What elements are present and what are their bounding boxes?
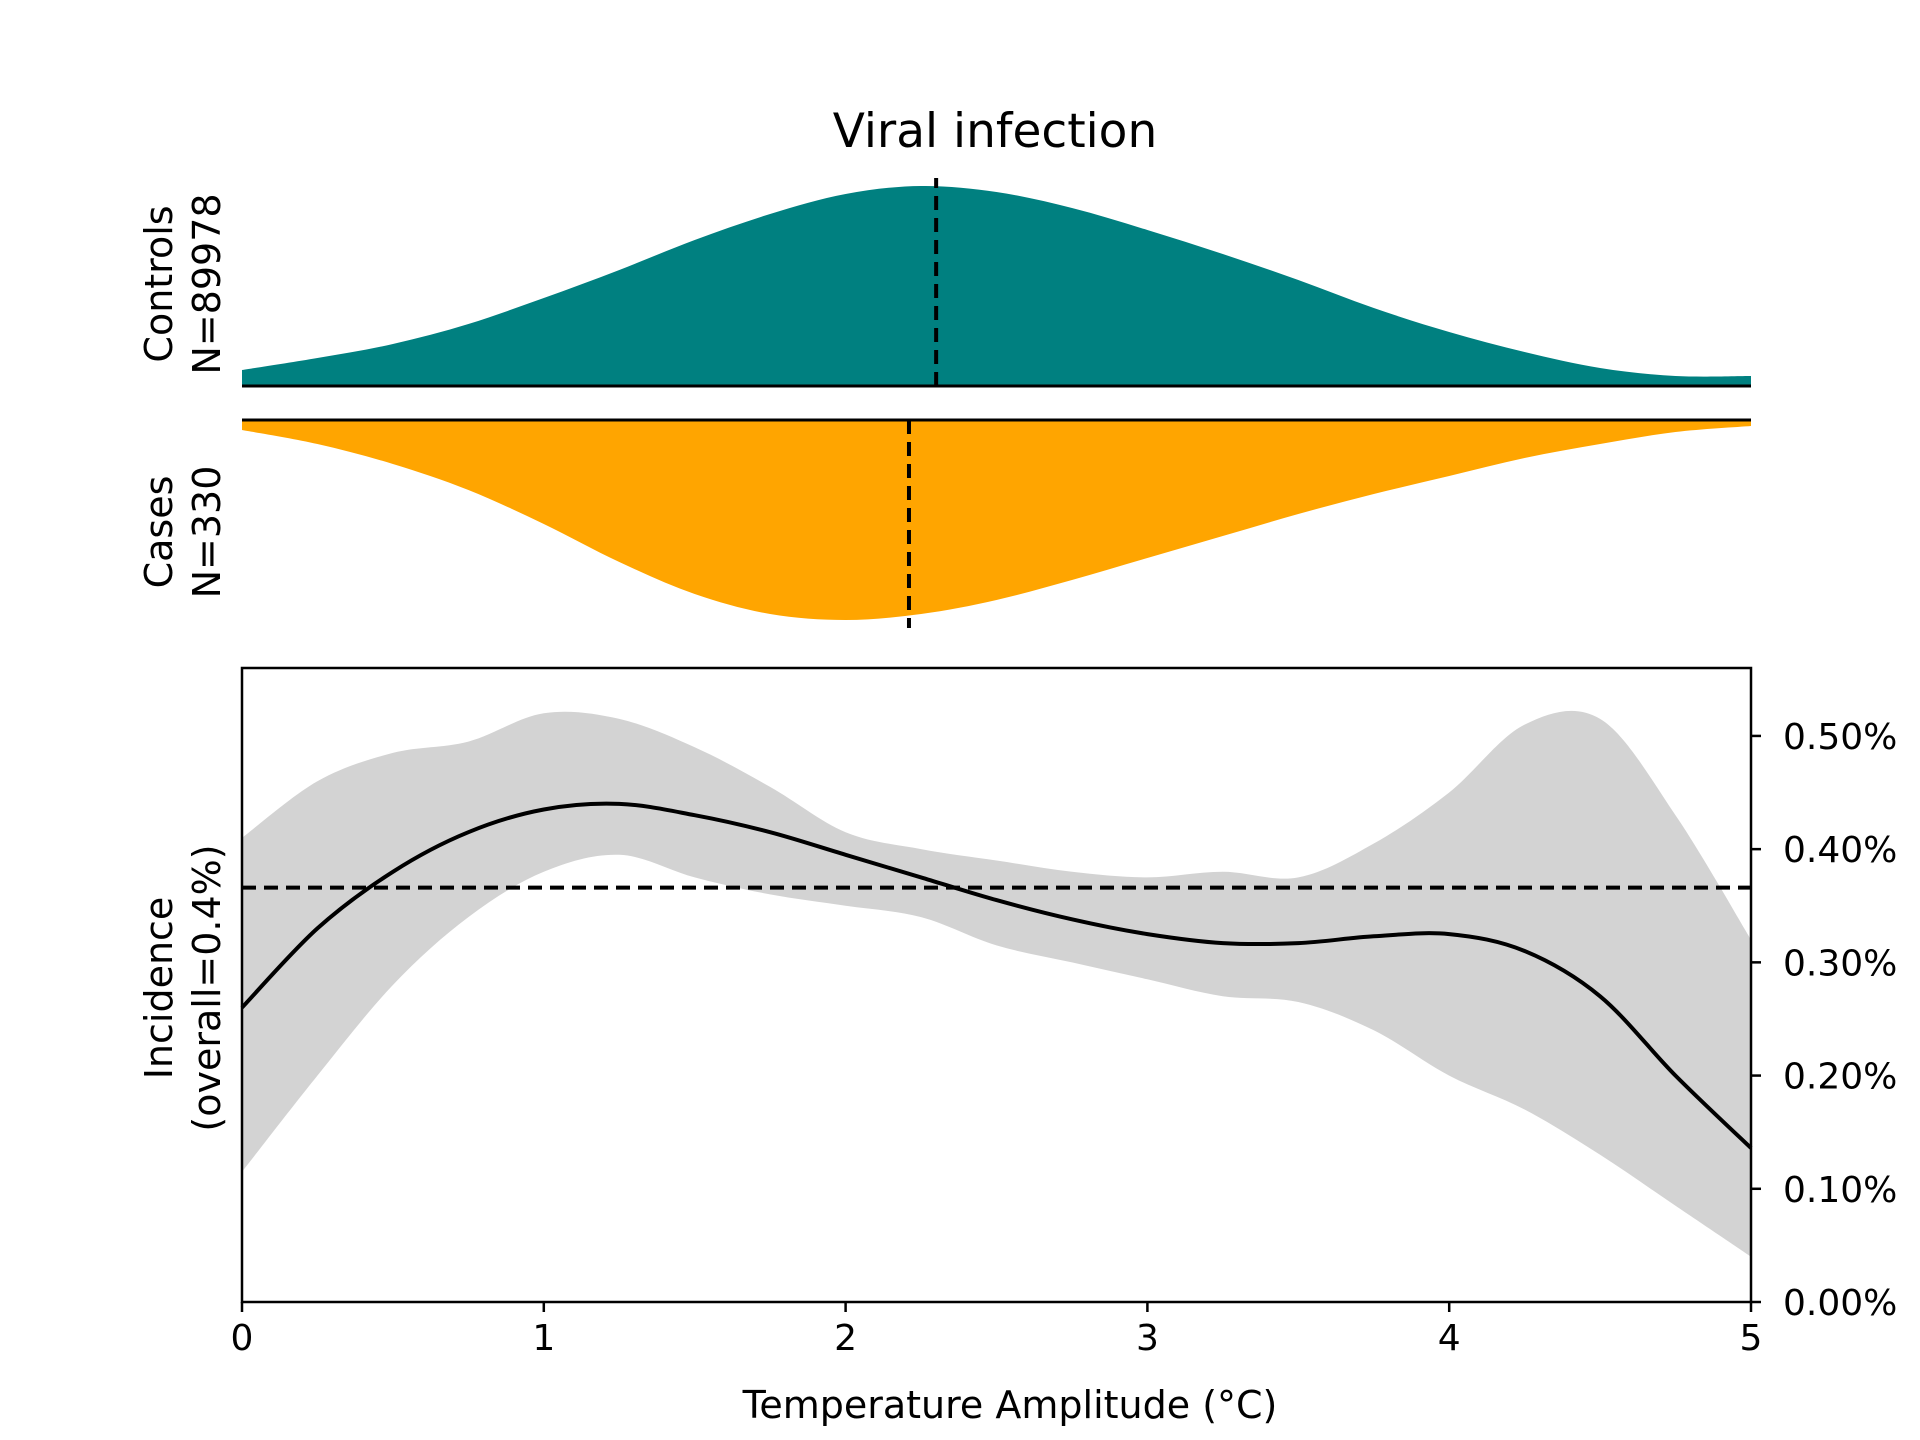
- x-tick-label: 5: [1740, 1318, 1763, 1359]
- controls-ylabel-line1: Controls: [137, 205, 181, 362]
- confidence-band: [242, 710, 1751, 1257]
- x-axis-label: Temperature Amplitude (°C): [742, 1383, 1278, 1427]
- y-tick-label: 0.10%: [1783, 1170, 1897, 1211]
- controls-density-area: [242, 185, 1751, 386]
- y-tick-label: 0.20%: [1783, 1057, 1897, 1098]
- cases-density-panel: [242, 418, 1751, 628]
- incidence-panel: 0 1 2 3 4 5 0.00% 0.10% 0.20% 0.30% 0.40% 0.50%: [231, 666, 1897, 1359]
- cases-ylabel-line2: N=330: [185, 466, 229, 599]
- x-tick-label: 4: [1438, 1318, 1461, 1359]
- x-tick-label: 1: [532, 1318, 555, 1359]
- cases-density-area: [242, 420, 1751, 620]
- x-tick-label: 3: [1136, 1318, 1159, 1359]
- controls-ylabel-line2: N=89978: [185, 193, 229, 374]
- chart-title: Viral infection: [833, 104, 1157, 159]
- controls-density-panel: [242, 178, 1751, 388]
- incidence-line: [240, 801, 1753, 1150]
- x-tick-label: 2: [834, 1318, 857, 1359]
- y-tick-label: 0.50%: [1783, 717, 1897, 758]
- plot-frame: [240, 666, 1753, 1304]
- y-tick-label: 0.00%: [1783, 1283, 1897, 1324]
- incidence-ylabel-line1: Incidence: [137, 897, 181, 1080]
- x-tick-label: 0: [231, 1318, 254, 1359]
- y-tick-label: 0.30%: [1783, 943, 1897, 984]
- cases-ylabel-line1: Cases: [137, 476, 181, 589]
- incidence-ylabel-line2: (overall=0.4%): [185, 844, 229, 1131]
- y-tick-label: 0.40%: [1783, 830, 1897, 871]
